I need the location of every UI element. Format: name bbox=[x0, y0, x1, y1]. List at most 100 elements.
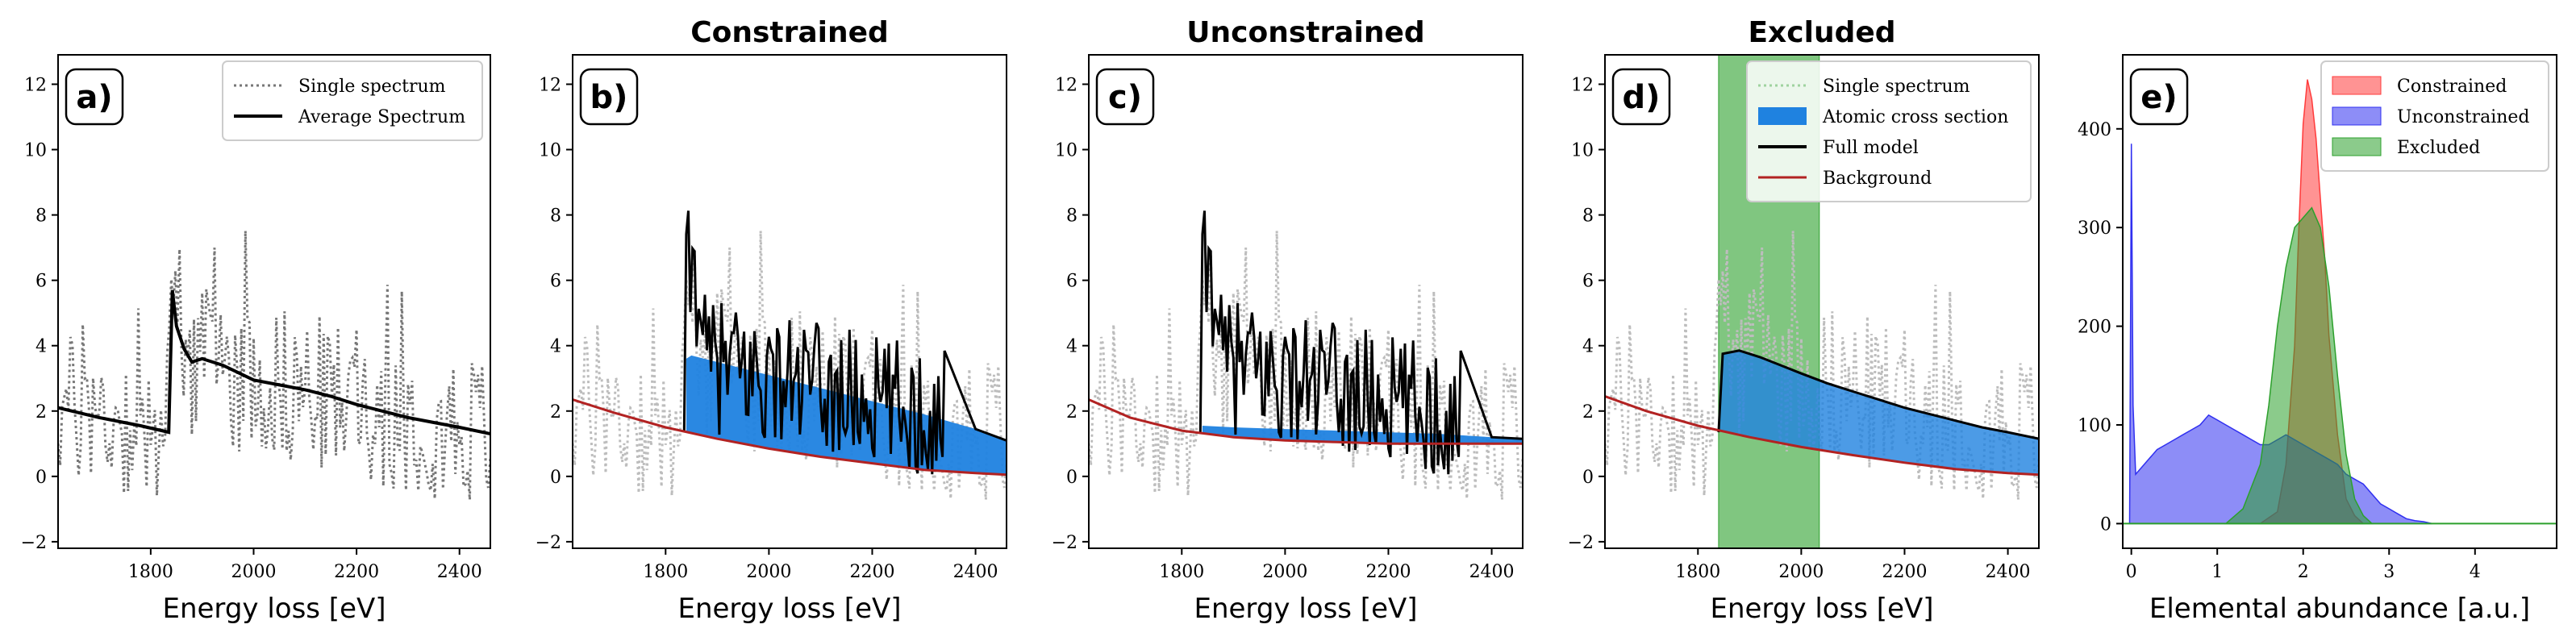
y-tick-label-a: 12 bbox=[24, 75, 47, 95]
panel-title-b: Constrained bbox=[690, 16, 889, 49]
legend-box-a bbox=[222, 60, 483, 141]
y-tick-label-d: 2 bbox=[1582, 402, 1594, 422]
x-tick-label-d: 2200 bbox=[1882, 562, 1927, 582]
x-tick-label-d: 1800 bbox=[1675, 562, 1720, 582]
y-tick-label-b: 8 bbox=[550, 206, 561, 227]
y-tick-label-e: 100 bbox=[2078, 416, 2111, 436]
y-tick-label-c: 2 bbox=[1066, 402, 1078, 422]
x-tick-label-c: 1800 bbox=[1159, 562, 1204, 582]
y-tick-label-d: 4 bbox=[1582, 337, 1594, 357]
x-axis-label-e: Elemental abundance [a.u.] bbox=[2149, 593, 2530, 625]
single-spectrum-line bbox=[573, 231, 1007, 500]
y-tick-label-a: 6 bbox=[35, 272, 47, 292]
axes-frame-b bbox=[572, 54, 1007, 549]
x-tick-label-b: 2200 bbox=[849, 562, 894, 582]
y-tick-label-b: 2 bbox=[550, 402, 561, 422]
y-tick-label-a: 10 bbox=[24, 141, 47, 161]
x-tick-label-e: 4 bbox=[2470, 562, 2481, 582]
y-tick-label-d: 8 bbox=[1582, 206, 1594, 227]
legend-handle-unconstrained bbox=[2332, 106, 2382, 126]
x-tick-label-e: 3 bbox=[2383, 562, 2395, 582]
x-tick-label-a: 2000 bbox=[231, 562, 276, 582]
x-tick-label-b: 2400 bbox=[953, 562, 998, 582]
background-line bbox=[1089, 398, 1523, 445]
y-tick-label-e: 200 bbox=[2078, 318, 2111, 338]
x-tick-label-c: 2400 bbox=[1469, 562, 1515, 582]
legend-label-excluded: Excluded bbox=[2397, 138, 2480, 158]
axes-frame-a bbox=[57, 54, 491, 549]
y-tick-label-a: 2 bbox=[35, 402, 47, 422]
panel-tag-b: b) bbox=[590, 79, 628, 116]
y-tick-label-a: −2 bbox=[21, 533, 47, 553]
panel-tag-box-b bbox=[579, 68, 639, 126]
x-tick-label-a: 2400 bbox=[437, 562, 482, 582]
panel-d: −2 0 2 4 6 8 10 12 1800 2000 2200 2400 Energy loss [… bbox=[1568, 16, 2040, 625]
axes-frame-d bbox=[1604, 54, 2040, 549]
y-tick-label-c: 0 bbox=[1066, 468, 1078, 488]
panel-title-c: Unconstrained bbox=[1186, 16, 1424, 49]
x-axis-label-a: Energy loss [eV] bbox=[162, 593, 386, 625]
background-line bbox=[1605, 395, 2039, 477]
y-tick-label-e: 0 bbox=[2100, 514, 2111, 535]
y-tick-label-c: 6 bbox=[1066, 272, 1078, 292]
full-model-line bbox=[1717, 349, 2039, 440]
x-axis-label-b: Energy loss [eV] bbox=[677, 593, 901, 625]
panel-title-d: Excluded bbox=[1748, 16, 1895, 49]
y-tick-label-b: 10 bbox=[539, 141, 561, 161]
x-tick-label-b: 1800 bbox=[643, 562, 688, 582]
panel-tag-e: e) bbox=[2140, 79, 2177, 116]
legend-label-single-spectrum: Single spectrum bbox=[298, 77, 446, 97]
y-tick-label-c: 4 bbox=[1066, 337, 1078, 357]
average-spectrum-line bbox=[58, 289, 490, 436]
panel-tag-box-a bbox=[65, 68, 124, 126]
plot-area-b bbox=[573, 210, 1007, 500]
x-tick-label-a: 2200 bbox=[334, 562, 379, 582]
y-tick-label-c: 8 bbox=[1066, 206, 1078, 227]
panel-tag-box-c bbox=[1095, 68, 1155, 126]
y-tick-label-c: 12 bbox=[1055, 75, 1078, 95]
legend-label-atomic-cross-section: Atomic cross section bbox=[1822, 107, 2008, 127]
y-tick-label-e: 300 bbox=[2078, 219, 2111, 239]
y-tick-label-b: 6 bbox=[550, 272, 561, 292]
legend-label-background: Background bbox=[1823, 169, 1932, 189]
y-tick-label-c: 10 bbox=[1055, 141, 1078, 161]
legend-handle-constrained bbox=[2332, 76, 2382, 95]
legend-box-d bbox=[1746, 60, 2032, 202]
plot-area-c bbox=[1089, 210, 1523, 500]
single-spectrum-line bbox=[1605, 231, 2039, 500]
single-spectrum-line bbox=[58, 231, 490, 500]
x-axis-label-c: Energy loss [eV] bbox=[1194, 593, 1417, 625]
panel-a: −2 0 2 4 6 8 10 12 1800 2000 2200 2400 Energy loss [… bbox=[21, 54, 491, 625]
legend-label-constrained: Constrained bbox=[2397, 77, 2507, 97]
plot-area-e bbox=[2123, 79, 2557, 525]
full-model-line bbox=[682, 210, 1007, 475]
y-tick-label-d: 10 bbox=[1571, 141, 1594, 161]
panel-c: −2 0 2 4 6 8 10 12 1800 2000 2200 2400 Energy loss [… bbox=[1052, 16, 1524, 625]
legend-label-full-model: Full model bbox=[1823, 138, 1919, 158]
x-tick-label-c: 2200 bbox=[1365, 562, 1411, 582]
y-tick-label-b: −2 bbox=[536, 533, 561, 553]
background-line bbox=[573, 398, 1007, 477]
panel-tag-a: a) bbox=[76, 79, 112, 116]
x-tick-label-e: 2 bbox=[2298, 562, 2309, 582]
y-tick-label-a: 8 bbox=[35, 206, 47, 227]
panel-tag-c: c) bbox=[1108, 79, 1142, 116]
y-tick-label-a: 0 bbox=[35, 468, 47, 488]
y-tick-label-e: 400 bbox=[2078, 120, 2111, 140]
panel-tag-box-e bbox=[2129, 68, 2189, 126]
y-tick-label-b: 4 bbox=[550, 337, 561, 357]
legend-label-average-spectrum: Average Spectrum bbox=[298, 107, 465, 127]
axes-frame-c bbox=[1088, 54, 1524, 549]
panel-tag-box-d bbox=[1611, 68, 1671, 126]
panel-tag-d: d) bbox=[1623, 79, 1661, 116]
legend-handle-excluded bbox=[2332, 137, 2382, 156]
y-tick-label-d: −2 bbox=[1568, 533, 1594, 553]
y-tick-label-b: 0 bbox=[550, 468, 561, 488]
atomic-cross-section-area bbox=[1718, 350, 2039, 475]
x-tick-label-b: 2000 bbox=[746, 562, 791, 582]
y-tick-label-c: −2 bbox=[1052, 533, 1078, 553]
panel-b: −2 0 2 4 6 8 10 12 1800 2000 2200 2400 Energy loss [… bbox=[536, 16, 1007, 625]
x-tick-label-d: 2000 bbox=[1778, 562, 1824, 582]
legend-handle-atomic-cross-section bbox=[1758, 107, 1807, 125]
